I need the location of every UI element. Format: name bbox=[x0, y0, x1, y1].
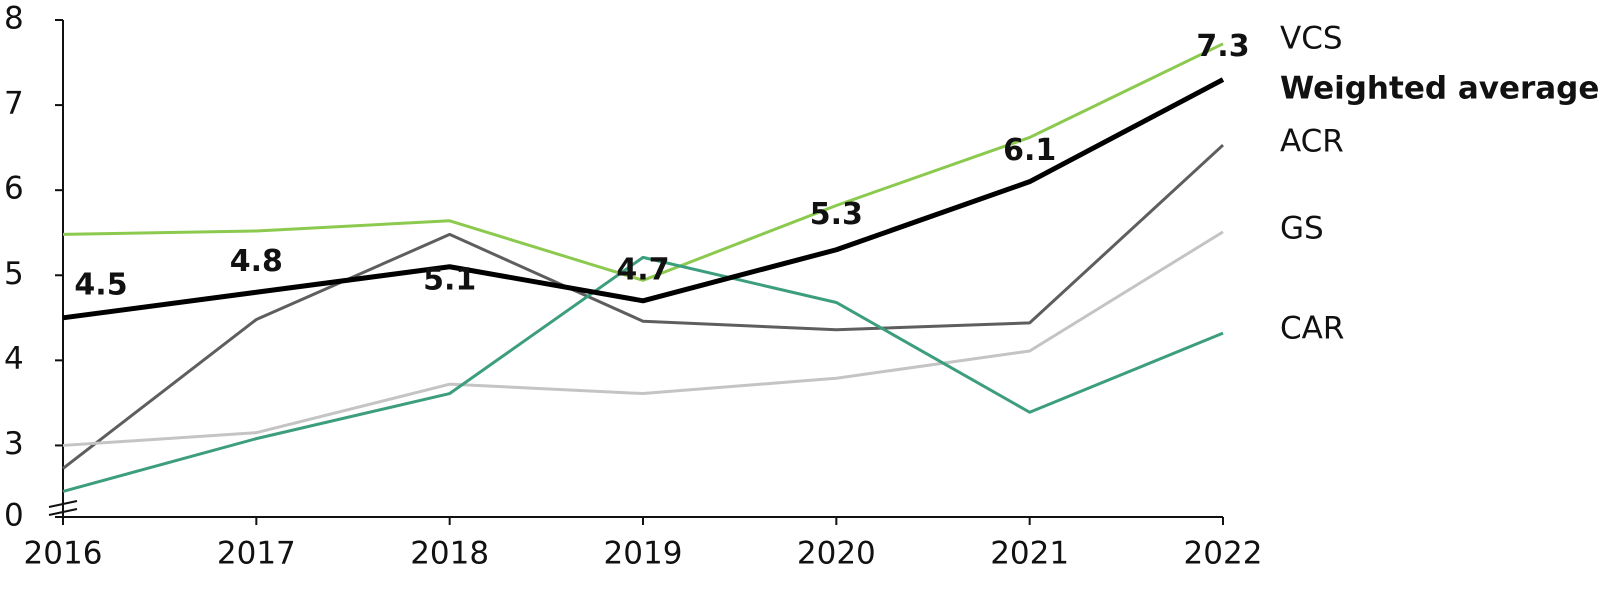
x-tick-label: 2021 bbox=[990, 536, 1069, 572]
legend-label: ACR bbox=[1280, 124, 1344, 160]
x-tick-label: 2020 bbox=[797, 536, 876, 572]
y-tick-label: 5 bbox=[4, 256, 24, 292]
y-tick-label: 0 bbox=[4, 498, 24, 534]
y-tick-label: 4 bbox=[4, 341, 24, 377]
series-line bbox=[62, 255, 1224, 493]
axis-break bbox=[48, 508, 78, 516]
data-label: 6.1 bbox=[1003, 133, 1056, 168]
legend-label: Weighted average bbox=[1280, 71, 1599, 107]
data-label: 4.7 bbox=[616, 252, 669, 287]
x-tick-label: 2016 bbox=[24, 536, 103, 572]
data-label: 4.5 bbox=[74, 267, 127, 302]
x-tick-label: 2019 bbox=[604, 536, 683, 572]
x-tick-label: 2018 bbox=[410, 536, 489, 572]
series-line bbox=[62, 230, 1224, 447]
series-line bbox=[62, 42, 1224, 282]
y-tick-label: 6 bbox=[4, 171, 24, 207]
x-tick-label: 2022 bbox=[1184, 536, 1263, 572]
data-label: 5.1 bbox=[423, 262, 476, 297]
axis-break bbox=[48, 500, 78, 508]
series-line bbox=[62, 143, 1225, 470]
y-tick-label: 7 bbox=[4, 86, 24, 122]
legend-label: VCS bbox=[1280, 21, 1343, 57]
legend-label: CAR bbox=[1280, 311, 1344, 347]
legend-label: GS bbox=[1280, 211, 1324, 247]
x-tick-label: 2017 bbox=[217, 536, 296, 572]
series-line bbox=[62, 77, 1225, 321]
data-label: 5.3 bbox=[810, 197, 863, 232]
y-tick-label: 8 bbox=[4, 1, 24, 37]
y-tick-label: 3 bbox=[4, 426, 24, 462]
data-label: 7.3 bbox=[1196, 29, 1249, 64]
data-label: 4.8 bbox=[230, 244, 283, 279]
